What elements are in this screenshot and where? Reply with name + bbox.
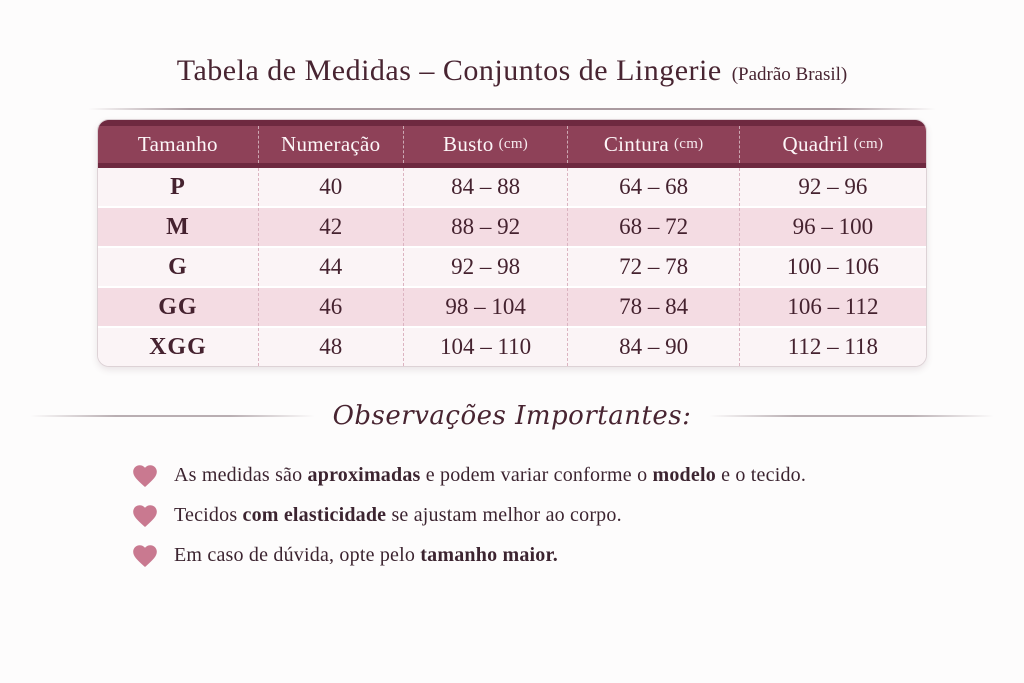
table-row: P 40 84 – 88 64 – 68 92 – 96 <box>98 168 926 206</box>
note-text: Tecidos com elasticidade se ajustam melh… <box>174 503 622 526</box>
size-cell: M <box>166 213 190 240</box>
column-header: Quadril (cm) <box>738 126 926 163</box>
table-cell: 68 – 72 <box>567 208 738 246</box>
size-cell: P <box>170 173 186 200</box>
note-item: As medidas são aproximadas e podem varia… <box>130 455 1024 495</box>
size-cell: G <box>168 253 188 280</box>
size-table: Tamanho Numeração Busto (cm) Cintura (cm) Quad… <box>97 119 927 367</box>
page-title-suffix: (Padrão Brasil) <box>731 64 848 85</box>
table-cell: 88 – 92 <box>402 208 568 246</box>
note-text: As medidas são aproximadas e podem varia… <box>174 463 807 486</box>
heart-icon <box>133 505 157 528</box>
notes-list: As medidas são aproximadas e podem varia… <box>130 455 1024 575</box>
heading-line-right <box>709 415 995 417</box>
page-title-text: Tabela de Medidas – Conjuntos de Lingeri… <box>176 54 722 87</box>
table-cell: 112 – 118 <box>738 328 926 366</box>
table-cell: 44 <box>257 248 403 286</box>
table-row: M 42 88 – 92 68 – 72 96 – 100 <box>98 206 926 246</box>
table-cell: 48 <box>257 328 403 366</box>
heart-icon <box>133 545 157 568</box>
table-cell: 42 <box>257 208 403 246</box>
column-header: Numeração <box>257 126 403 163</box>
table-row: GG 46 98 – 104 78 – 84 106 – 112 <box>98 286 926 326</box>
notes-heading: Observações Importantes: <box>0 401 1024 431</box>
note-text: Em caso de dúvida, opte pelo tamanho mai… <box>174 543 558 566</box>
table-header-row: Tamanho Numeração Busto (cm) Cintura (cm) Quad… <box>98 120 926 168</box>
table-cell: 78 – 84 <box>567 288 738 326</box>
table-cell: 72 – 78 <box>567 248 738 286</box>
table-cell: 92 – 96 <box>738 168 926 206</box>
table-row: XGG 48 104 – 110 84 – 90 112 – 118 <box>98 326 926 366</box>
table-cell: 104 – 110 <box>402 328 568 366</box>
page-title: Tabela de Medidas – Conjuntos de Lingeri… <box>0 0 1024 88</box>
note-item: Em caso de dúvida, opte pelo tamanho mai… <box>130 535 1024 575</box>
table-cell: 98 – 104 <box>402 288 568 326</box>
table-cell: 84 – 88 <box>402 168 568 206</box>
table-cell: 46 <box>257 288 403 326</box>
size-cell: GG <box>158 293 198 320</box>
table-cell: 64 – 68 <box>567 168 738 206</box>
table-body: P 40 84 – 88 64 – 68 92 – 96 M 42 88 – 92 68 – 7… <box>98 168 926 366</box>
top-divider-line <box>88 108 936 110</box>
table-cell: 92 – 98 <box>402 248 568 286</box>
notes-heading-text: Observações Importantes: <box>332 401 692 431</box>
table-cell: 106 – 112 <box>738 288 926 326</box>
table-cell: 40 <box>257 168 403 206</box>
column-header: Tamanho <box>137 132 218 156</box>
table-cell: 96 – 100 <box>738 208 926 246</box>
table-row: G 44 92 – 98 72 – 78 100 – 106 <box>98 246 926 286</box>
table-cell: 100 – 106 <box>738 248 926 286</box>
heart-icon <box>133 465 157 488</box>
table-cell: 84 – 90 <box>567 328 738 366</box>
size-cell: XGG <box>149 333 207 360</box>
column-header: Busto (cm) <box>402 126 568 163</box>
heading-line-left <box>29 415 315 417</box>
note-item: Tecidos com elasticidade se ajustam melh… <box>130 495 1024 535</box>
column-header: Cintura (cm) <box>567 126 738 163</box>
